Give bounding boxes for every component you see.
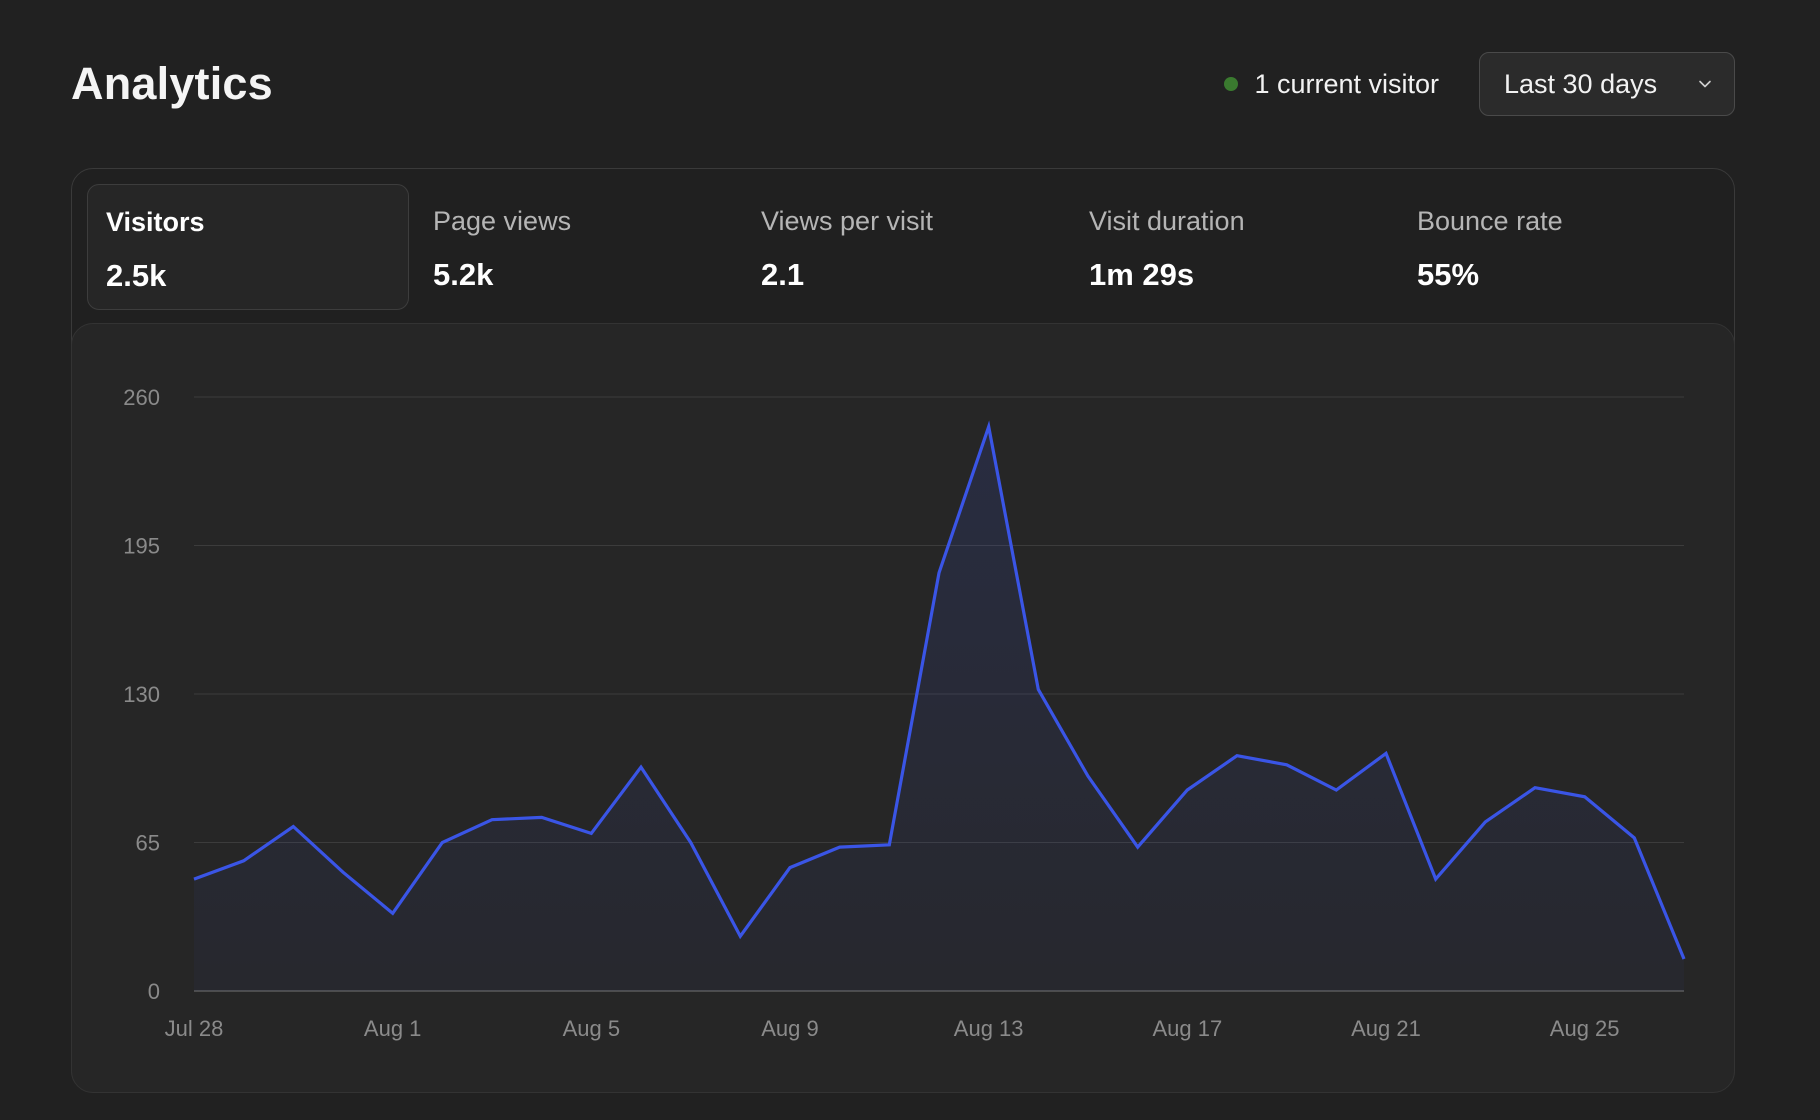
data-point[interactable]: [1177, 780, 1197, 800]
data-point[interactable]: [333, 862, 353, 882]
data-point[interactable]: [1475, 812, 1495, 832]
data-point[interactable]: [631, 757, 651, 777]
tab-visit-duration[interactable]: Visit duration 1m 29s: [1071, 184, 1393, 310]
x-tick-label: Aug 5: [563, 1016, 621, 1041]
data-point[interactable]: [1426, 869, 1446, 889]
analytics-card: Visitors 2.5k Page views 5.2k Views per …: [71, 168, 1735, 1093]
data-point[interactable]: [1078, 766, 1098, 786]
data-point[interactable]: [1525, 778, 1545, 798]
tab-label: Visit duration: [1089, 206, 1245, 236]
tab-label: Visitors: [106, 207, 205, 237]
tab-value: 2.5k: [106, 258, 167, 293]
y-tick-label: 130: [123, 682, 160, 707]
data-point[interactable]: [482, 810, 502, 830]
data-point[interactable]: [1376, 743, 1396, 763]
data-point[interactable]: [1227, 746, 1247, 766]
x-tick-label: Aug 1: [364, 1016, 422, 1041]
x-tick-label: Aug 9: [761, 1016, 819, 1041]
data-point[interactable]: [184, 869, 204, 889]
data-point[interactable]: [979, 417, 999, 437]
data-point[interactable]: [681, 833, 701, 853]
tab-value: 5.2k: [433, 257, 494, 292]
metric-tabs: Visitors 2.5k Page views 5.2k Views per …: [87, 184, 1721, 310]
data-point[interactable]: [1674, 949, 1694, 969]
data-point[interactable]: [532, 807, 552, 827]
y-tick-label: 65: [136, 831, 160, 856]
tab-page-views[interactable]: Page views 5.2k: [415, 184, 737, 310]
date-range-label: Last 30 days: [1504, 68, 1658, 99]
tab-label: Bounce rate: [1417, 206, 1563, 236]
tab-value: 2.1: [761, 257, 805, 292]
tab-value: 1m 29s: [1089, 257, 1195, 292]
header-controls: 1 current visitor Last 30 days: [1224, 52, 1735, 116]
y-tick-label: 195: [123, 534, 160, 559]
data-point[interactable]: [1575, 787, 1595, 807]
x-tick-label: Aug 17: [1152, 1016, 1222, 1041]
page-title: Analytics: [71, 58, 273, 109]
x-tick-label: Aug 21: [1351, 1016, 1421, 1041]
y-tick-label: 0: [148, 979, 160, 1004]
chart-panel: 0 65 130 195 260 Jul 28 Aug 1 Aug 5 Aug 9 Aug 13…: [71, 323, 1735, 1093]
data-point[interactable]: [1326, 780, 1346, 800]
data-point[interactable]: [1277, 755, 1297, 775]
data-point[interactable]: [1128, 837, 1148, 857]
data-point[interactable]: [780, 858, 800, 878]
data-point[interactable]: [879, 835, 899, 855]
data-point[interactable]: [283, 817, 303, 837]
data-point[interactable]: [234, 851, 254, 871]
y-tick-label: 260: [123, 385, 160, 410]
data-point[interactable]: [730, 926, 750, 946]
data-point[interactable]: [1028, 679, 1048, 699]
tab-views-per-visit[interactable]: Views per visit 2.1: [743, 184, 1065, 310]
data-point[interactable]: [830, 837, 850, 857]
live-dot-icon: [1224, 77, 1239, 91]
x-tick-label: Aug 13: [954, 1016, 1024, 1041]
data-point[interactable]: [1624, 828, 1644, 848]
data-point[interactable]: [432, 833, 452, 853]
header: Analytics 1 current visitor Last 30 days: [71, 52, 1735, 116]
x-tick-label: Jul 28: [165, 1016, 224, 1041]
date-range-select[interactable]: Last 30 days: [1479, 52, 1735, 116]
current-visitors-label: 1 current visitor: [1254, 68, 1439, 99]
data-point[interactable]: [929, 563, 949, 583]
tab-label: Page views: [433, 206, 572, 236]
tab-label: Views per visit: [761, 206, 934, 236]
chevron-down-icon: [1699, 80, 1711, 88]
data-point[interactable]: [383, 903, 403, 923]
data-point[interactable]: [581, 823, 601, 843]
tab-visitors[interactable]: Visitors 2.5k: [87, 184, 409, 310]
tab-bounce-rate[interactable]: Bounce rate 55%: [1399, 184, 1721, 310]
series-line: [193, 420, 1686, 960]
current-visitors: 1 current visitor: [1224, 69, 1439, 100]
series-area: [194, 426, 1684, 991]
tab-value: 55%: [1417, 257, 1480, 292]
x-tick-label: Aug 25: [1550, 1016, 1620, 1041]
visitors-chart: 0 65 130 195 260 Jul 28 Aug 1 Aug 5 Aug 9 Aug 13…: [123, 385, 1694, 1041]
